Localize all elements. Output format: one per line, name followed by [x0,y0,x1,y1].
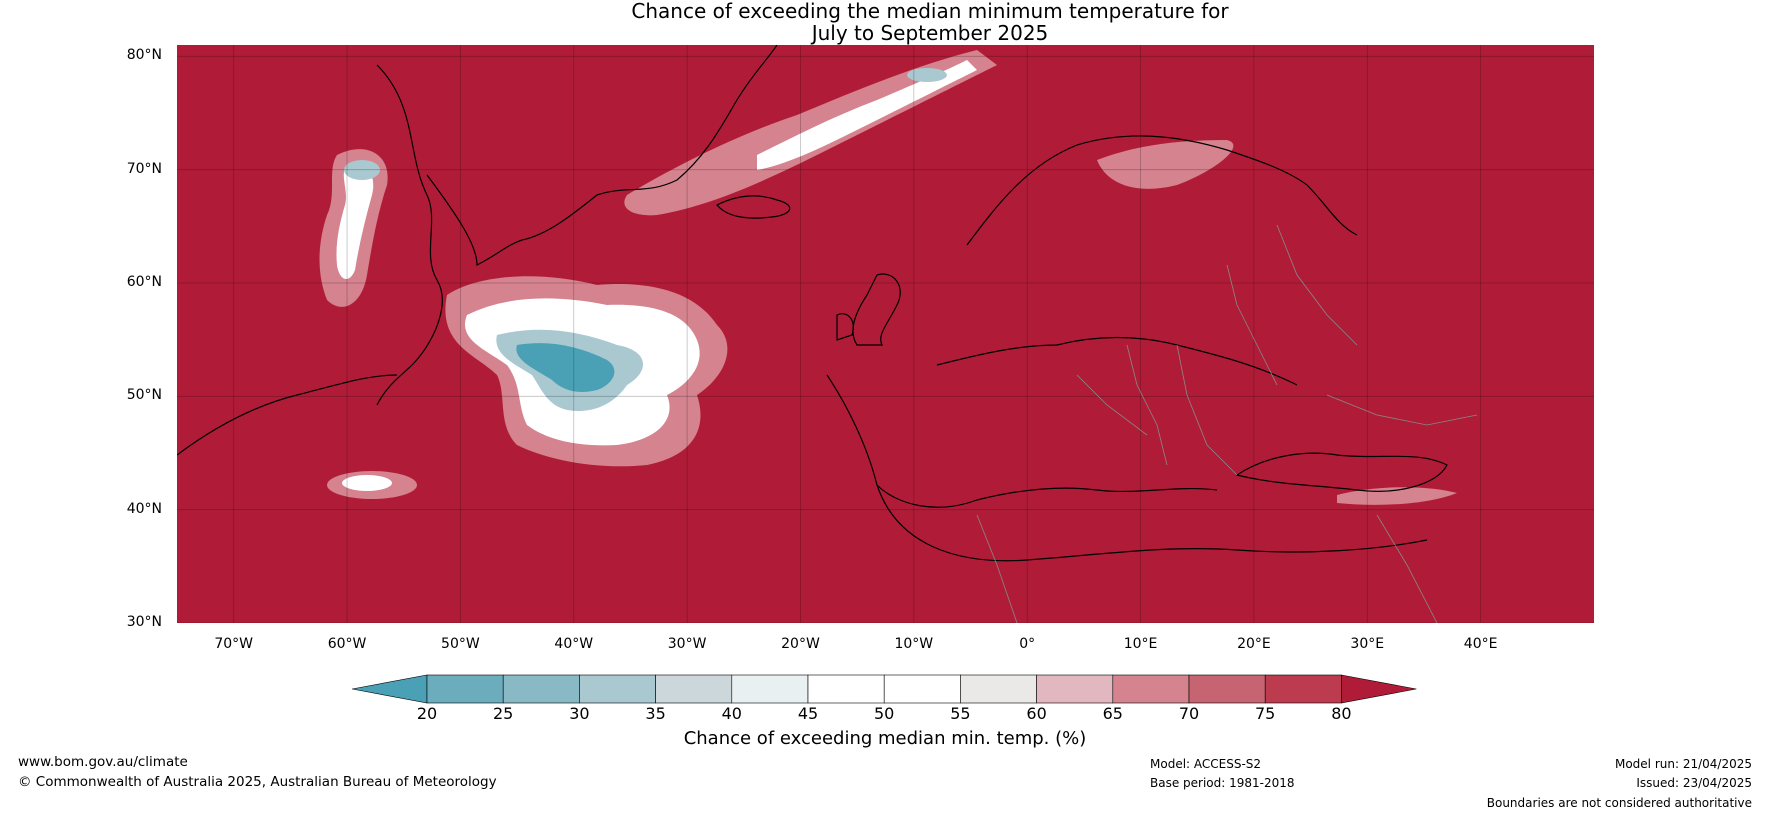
colorbar-tick-label: 25 [493,704,514,723]
latitude-label: 80°N [126,47,162,64]
probability-contours [319,50,1457,505]
colorbar [352,674,1417,704]
longitude-label: 20°E [1237,636,1271,652]
colorbar-segment [1264,674,1342,704]
colorbar-tick-label: 75 [1255,704,1276,723]
colorbar-extend-low [352,674,428,704]
map-background [177,45,1594,623]
colorbar-tick-label: 50 [874,704,895,723]
colorbar-segment [579,674,656,704]
colorbar-tick-label: 45 [797,704,819,723]
colorbar-segment [1112,674,1190,704]
colorbar-segment [883,674,961,704]
footer-model: Model: ACCESS-S2 [1150,757,1262,771]
longitude-label: 50°W [441,636,480,652]
longitude-label: 0° [1019,636,1036,652]
latitude-label: 40°N [126,500,162,517]
footer-base-period: Base period: 1981-2018 [1150,776,1295,790]
colorbar-segment [502,674,580,704]
probability-map [177,45,1594,623]
colorbar-tick-label: 70 [1178,704,1200,723]
map-graticule [177,45,1594,623]
footer-disclaimer: Boundaries are not considered authoritat… [1486,796,1752,810]
longitude-label: 40°W [554,636,594,652]
colorbar-segment [655,674,733,704]
longitude-label: 10°E [1123,636,1158,652]
colorbar-tick-label: 65 [1102,704,1123,723]
longitude-label: 60°W [327,636,367,652]
colorbar-segment [807,674,885,704]
footer-issued: Issued: 23/04/2025 [1636,776,1752,790]
map-area [177,45,1594,623]
colorbar-segment [1188,674,1266,704]
colorbar-extend-high [1341,674,1417,704]
colorbar-segment [960,674,1037,704]
latitude-label: 70°N [126,160,162,177]
footer-model-run: Model run: 21/04/2025 [1614,757,1752,771]
colorbar-segment [1036,674,1114,704]
longitude-label: 40°E [1463,636,1498,652]
colorbar-tick-label: 55 [950,704,971,723]
longitude-label: 20°W [781,636,820,652]
chart-title-line1: Chance of exceeding the median minimum t… [631,0,1229,23]
coastlines [177,45,1448,562]
country-borders [976,224,1478,623]
colorbar-tick-label: 35 [645,704,666,723]
colorbar-tick-label: 60 [1026,704,1047,723]
latitude-label: 50°N [126,387,162,404]
colorbar-label: Chance of exceeding median min. temp. (%… [683,728,1087,749]
colorbar-tick-label: 30 [569,704,590,723]
latitude-label: 60°N [126,274,162,290]
footer-website: www.bom.gov.au/climate [18,754,188,770]
colorbar-tick-label: 20 [416,704,438,723]
longitude-label: 10°W [894,636,934,652]
longitude-label: 70°W [214,636,253,652]
latitude-label: 30°N [126,614,162,630]
colorbar-tick-label: 40 [721,704,742,723]
chart-title-line2: July to September 2025 [811,21,1049,45]
colorbar-segment [426,674,504,704]
colorbar-segment [731,674,809,704]
longitude-label: 30°W [667,636,707,652]
colorbar-tick-label: 80 [1331,704,1352,723]
footer-copyright: © Commonwealth of Australia 2025, Austra… [18,774,497,790]
longitude-label: 30°E [1350,636,1385,652]
